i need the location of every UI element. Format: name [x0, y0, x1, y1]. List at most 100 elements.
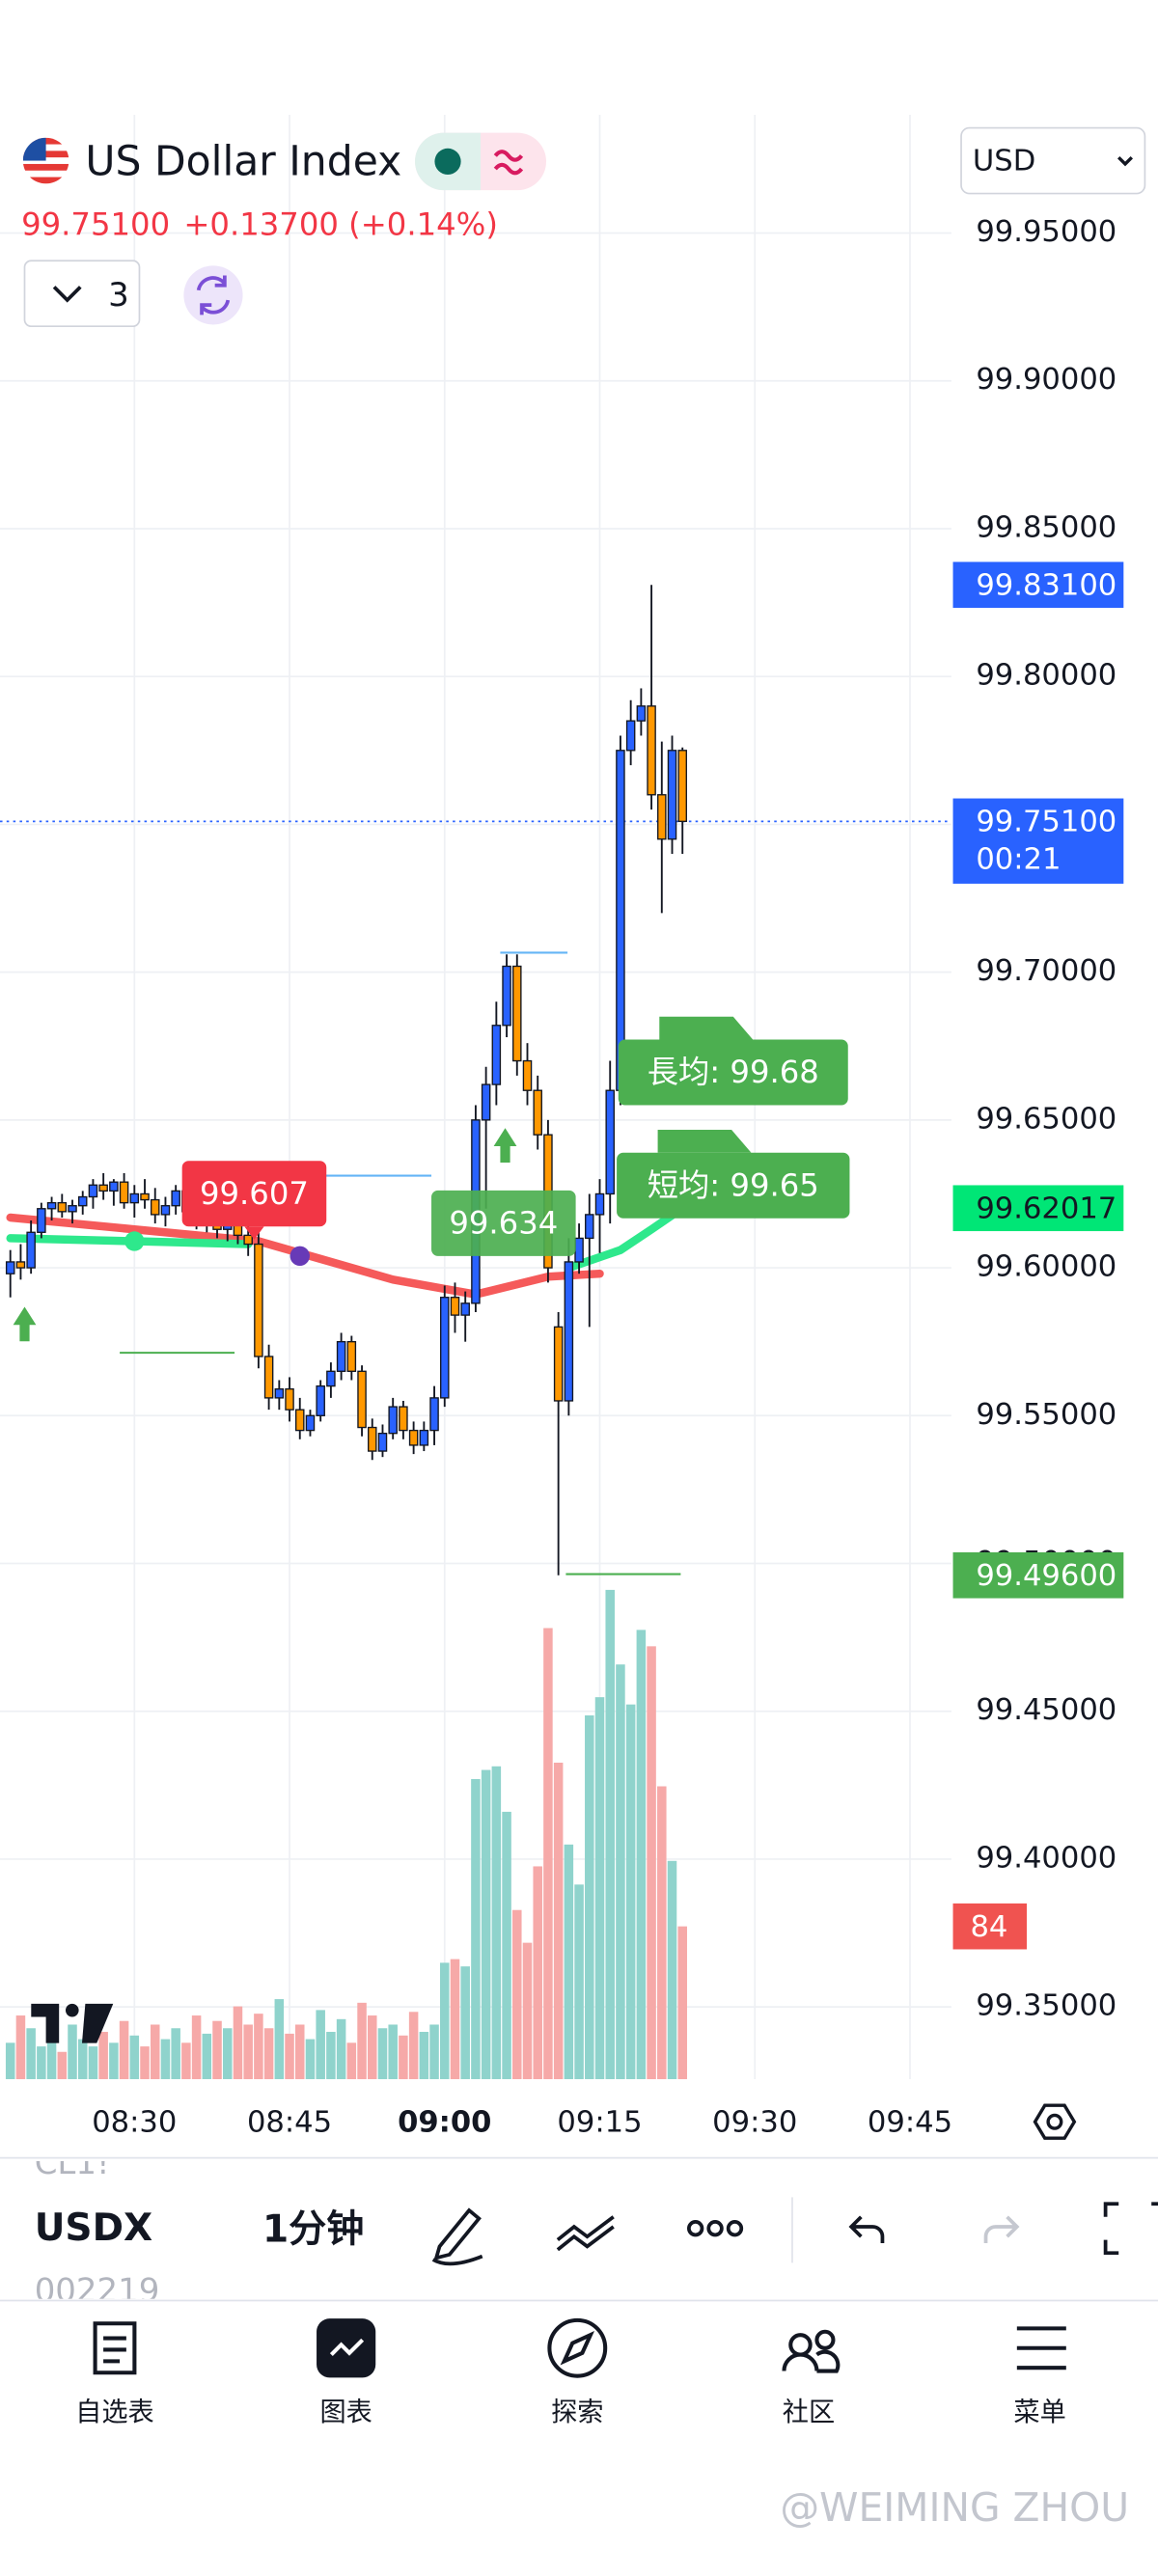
x-tick-label: 08:30: [92, 2105, 177, 2139]
candle-body: [522, 1059, 533, 1091]
candle-body: [399, 1406, 408, 1432]
volume-bar: [377, 2028, 388, 2080]
volume-bar: [274, 1999, 285, 2080]
price-label-box: [952, 798, 1124, 884]
volume-bar: [471, 1778, 481, 2080]
nav-label[interactable]: 图表: [319, 2398, 372, 2427]
candle-body: [377, 1432, 388, 1452]
annotation-tab: [659, 1016, 754, 1040]
y-tick-label: 99.70000: [976, 954, 1117, 988]
symbol-name: US Dollar Index: [85, 138, 401, 185]
candle-body: [98, 1184, 108, 1192]
volume-bar: [57, 2051, 68, 2080]
countdown-label: 00:21: [976, 843, 1061, 877]
volume-bar: [285, 2033, 294, 2080]
interval-dropdown[interactable]: 3: [23, 260, 141, 328]
volume-bar: [594, 1697, 605, 2080]
candle-body: [254, 1243, 263, 1357]
volume-bar: [191, 2015, 202, 2080]
candle-body: [625, 720, 636, 752]
volume-bar: [368, 2015, 377, 2080]
volume-bar: [574, 1884, 584, 2080]
annotation-text: 99.607: [200, 1175, 309, 1212]
candle-body: [585, 1214, 594, 1240]
y-tick-label: 99.40000: [976, 1841, 1117, 1875]
status-pill: [415, 132, 547, 191]
candle-body: [553, 1326, 564, 1402]
more-button[interactable]: [687, 2220, 744, 2237]
candle-body: [274, 1388, 285, 1399]
annotation-text: 短均: 99.65: [648, 1166, 819, 1203]
volume-bar: [522, 1942, 533, 2080]
annotation-text: 長均: 99.68: [648, 1054, 819, 1090]
volume-bar: [450, 1959, 460, 2080]
candle-layer: [5, 585, 687, 1576]
x-tick-label: 09:45: [868, 2105, 952, 2139]
volume-bar: [553, 1763, 564, 2080]
candle-body: [150, 1198, 160, 1216]
candle-body: [336, 1340, 346, 1372]
pattern-tool[interactable]: [556, 2215, 615, 2252]
symbol-switcher[interactable]: CL1! USDX 002219: [35, 2144, 160, 2311]
fullscreen-button[interactable]: [1103, 2202, 1158, 2256]
candle-body: [594, 1192, 605, 1216]
volume-bar: [636, 1630, 647, 2080]
next-symbol: 002219: [35, 2271, 160, 2310]
candle-body: [285, 1388, 294, 1411]
volume-bar: [171, 2028, 180, 2080]
refresh-button[interactable]: [183, 265, 243, 325]
candle-body: [109, 1181, 119, 1192]
candle-body: [616, 750, 625, 1091]
chart-icon-line: [329, 2338, 365, 2357]
volume-bar: [243, 2024, 253, 2080]
volume-bar: [605, 1589, 615, 2080]
volume-bar: [336, 2018, 346, 2080]
annotation-box: [181, 1161, 327, 1227]
price-label: 99.83100: [976, 568, 1117, 602]
candle-body: [119, 1181, 129, 1204]
annotation-tab: [657, 1129, 752, 1153]
x-tick-label: 09:00: [398, 2105, 491, 2139]
currency-select[interactable]: USD: [960, 126, 1146, 195]
volume-bar: [326, 2032, 336, 2080]
candle-body: [408, 1429, 419, 1446]
nav-label[interactable]: 探索: [551, 2398, 603, 2427]
nav-label[interactable]: 自选表: [75, 2398, 154, 2427]
candle-body: [37, 1208, 46, 1233]
volume-label-box: [952, 1903, 1028, 1950]
volume-bar: [533, 1866, 542, 2080]
y-tick-label: 99.90000: [976, 363, 1117, 397]
candle-body: [440, 1297, 450, 1399]
volume-bar: [491, 1766, 502, 2080]
volume-bar: [625, 1704, 636, 2080]
volume-bar: [564, 1844, 574, 2080]
last-price: 99.75100: [21, 206, 170, 243]
annotation-text: 99.634: [449, 1205, 558, 1242]
candle-body: [160, 1205, 171, 1216]
settings-icon[interactable]: [1033, 2103, 1077, 2140]
draw-tool[interactable]: [431, 2207, 483, 2266]
candle-body: [5, 1261, 15, 1274]
annotation-layer: 99.607 99.634 長均: 99.68 短均: 99.65: [181, 1016, 850, 1256]
interval[interactable]: 1分钟: [262, 2208, 364, 2252]
candle-body: [657, 794, 667, 840]
moving-average: [6, 1213, 604, 1299]
annotation-pointer: [244, 1226, 264, 1240]
volume-bar: [667, 1860, 677, 2080]
candle-body: [502, 965, 511, 1027]
volume-layer: [5, 1589, 687, 2080]
candle-body: [460, 1302, 470, 1316]
candle-body: [636, 705, 647, 722]
y-tick-label: 99.85000: [976, 510, 1117, 544]
volume-bar: [305, 2039, 316, 2080]
volume-bar: [408, 2012, 419, 2080]
volume-bar: [150, 2024, 160, 2080]
nav-label[interactable]: 社区: [783, 2398, 835, 2427]
volume-bar: [481, 1769, 491, 2080]
nav-label[interactable]: 菜单: [1013, 2398, 1065, 2427]
volume-bar: [543, 1628, 553, 2080]
redo-button[interactable]: [983, 2215, 1020, 2243]
undo-button[interactable]: [848, 2215, 885, 2243]
